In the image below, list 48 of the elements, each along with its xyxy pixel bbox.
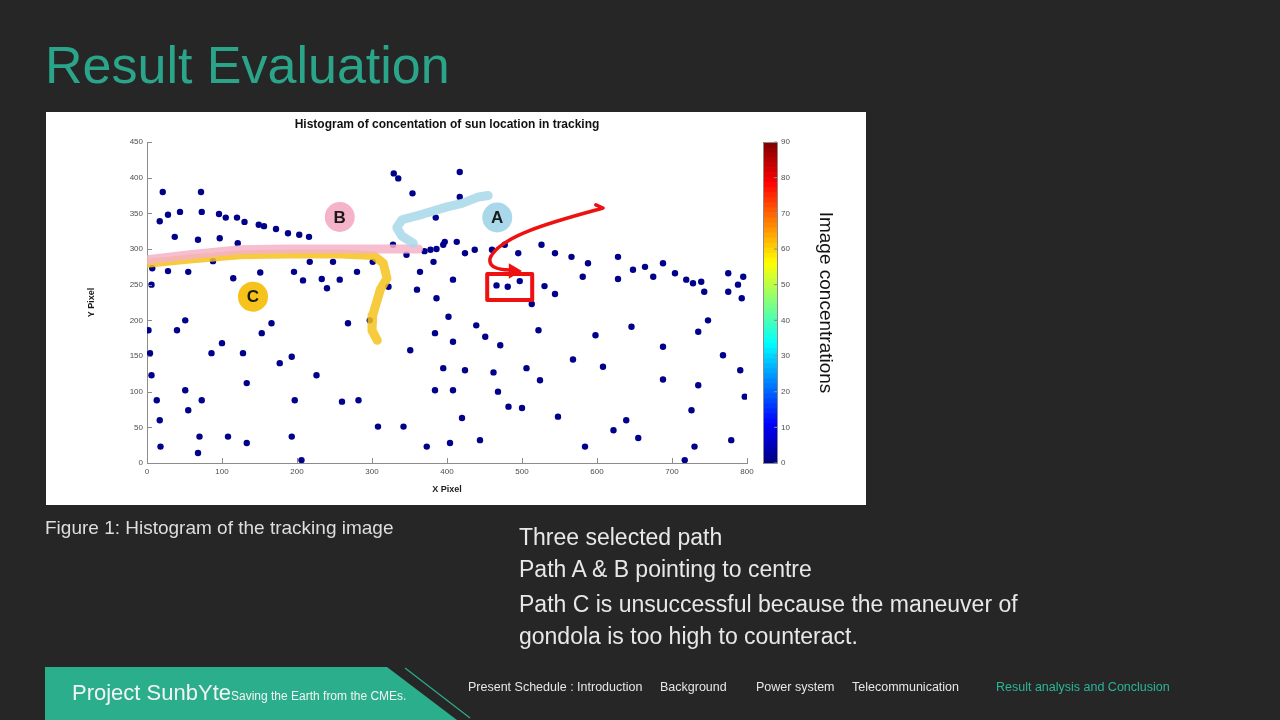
color-bar-label: 10 [781, 422, 791, 432]
y-tick-label: 150 [129, 351, 144, 361]
text: Present Schedule : Introduction [468, 680, 643, 694]
y-tick-label: 200 [129, 315, 144, 325]
series-label: A [491, 208, 504, 228]
series-label: C [246, 287, 260, 307]
y-tick-label: 50 [134, 422, 144, 432]
color-bar-label: 0 [781, 458, 786, 468]
y-tick-label: 450 [129, 137, 144, 147]
color-bar-label: 20 [781, 386, 791, 396]
x-tick-label: 200 [290, 467, 305, 476]
x-tick-label: 500 [515, 467, 530, 476]
text: Result Evaluation [45, 35, 450, 95]
color-bar-label: 70 [781, 208, 791, 218]
text: Three selected path [519, 524, 723, 551]
x-tick-label: 100 [215, 467, 230, 476]
y-tick-label: 400 [129, 172, 144, 182]
color-bar-label: 90 [781, 137, 791, 147]
text: Path A & B pointing to centre [519, 556, 812, 583]
text: Project SunbYte [72, 680, 231, 706]
text: Saving the Earth from the CMEs. [230, 689, 407, 703]
text: Background [660, 680, 727, 694]
x-tick-label: 300 [365, 467, 380, 476]
y-tick-label: 100 [129, 386, 144, 396]
y-tick-label: 0 [138, 458, 144, 468]
text: Result analysis and Conclusion [996, 680, 1170, 694]
color-bar-title: Image concentrations [815, 211, 837, 394]
x-tick-label: 800 [740, 467, 755, 476]
x-tick-label: 400 [440, 467, 455, 476]
chart-title: Histogram of concentation of sun location in tracking [294, 117, 600, 132]
caption: Figure 1: Histogram of the tracking image [45, 517, 394, 539]
color-bar-label: 40 [781, 315, 791, 325]
color-bar-label: 60 [781, 244, 791, 254]
x-tick-label: 600 [590, 467, 605, 476]
text: Telecommunication [852, 680, 959, 694]
x-axis-title: X Pixel [432, 484, 462, 495]
x-tick-label: 700 [665, 467, 680, 476]
color-bar-label: 80 [781, 172, 791, 182]
y-tick-label: 250 [129, 279, 144, 289]
y-tick-label: 300 [129, 244, 144, 254]
color-bar-label: 30 [781, 351, 791, 361]
text: Power system [756, 680, 835, 694]
y-axis-title: Y Pixel [85, 287, 96, 318]
y-tick-label: 350 [129, 208, 144, 218]
series-label: B [333, 207, 346, 227]
text: Path C is unsuccessful because the maneuver of gondola is too high to counteract. [519, 590, 1019, 651]
x-tick-label: 0 [144, 467, 150, 476]
color-bar-label: 50 [781, 279, 791, 289]
